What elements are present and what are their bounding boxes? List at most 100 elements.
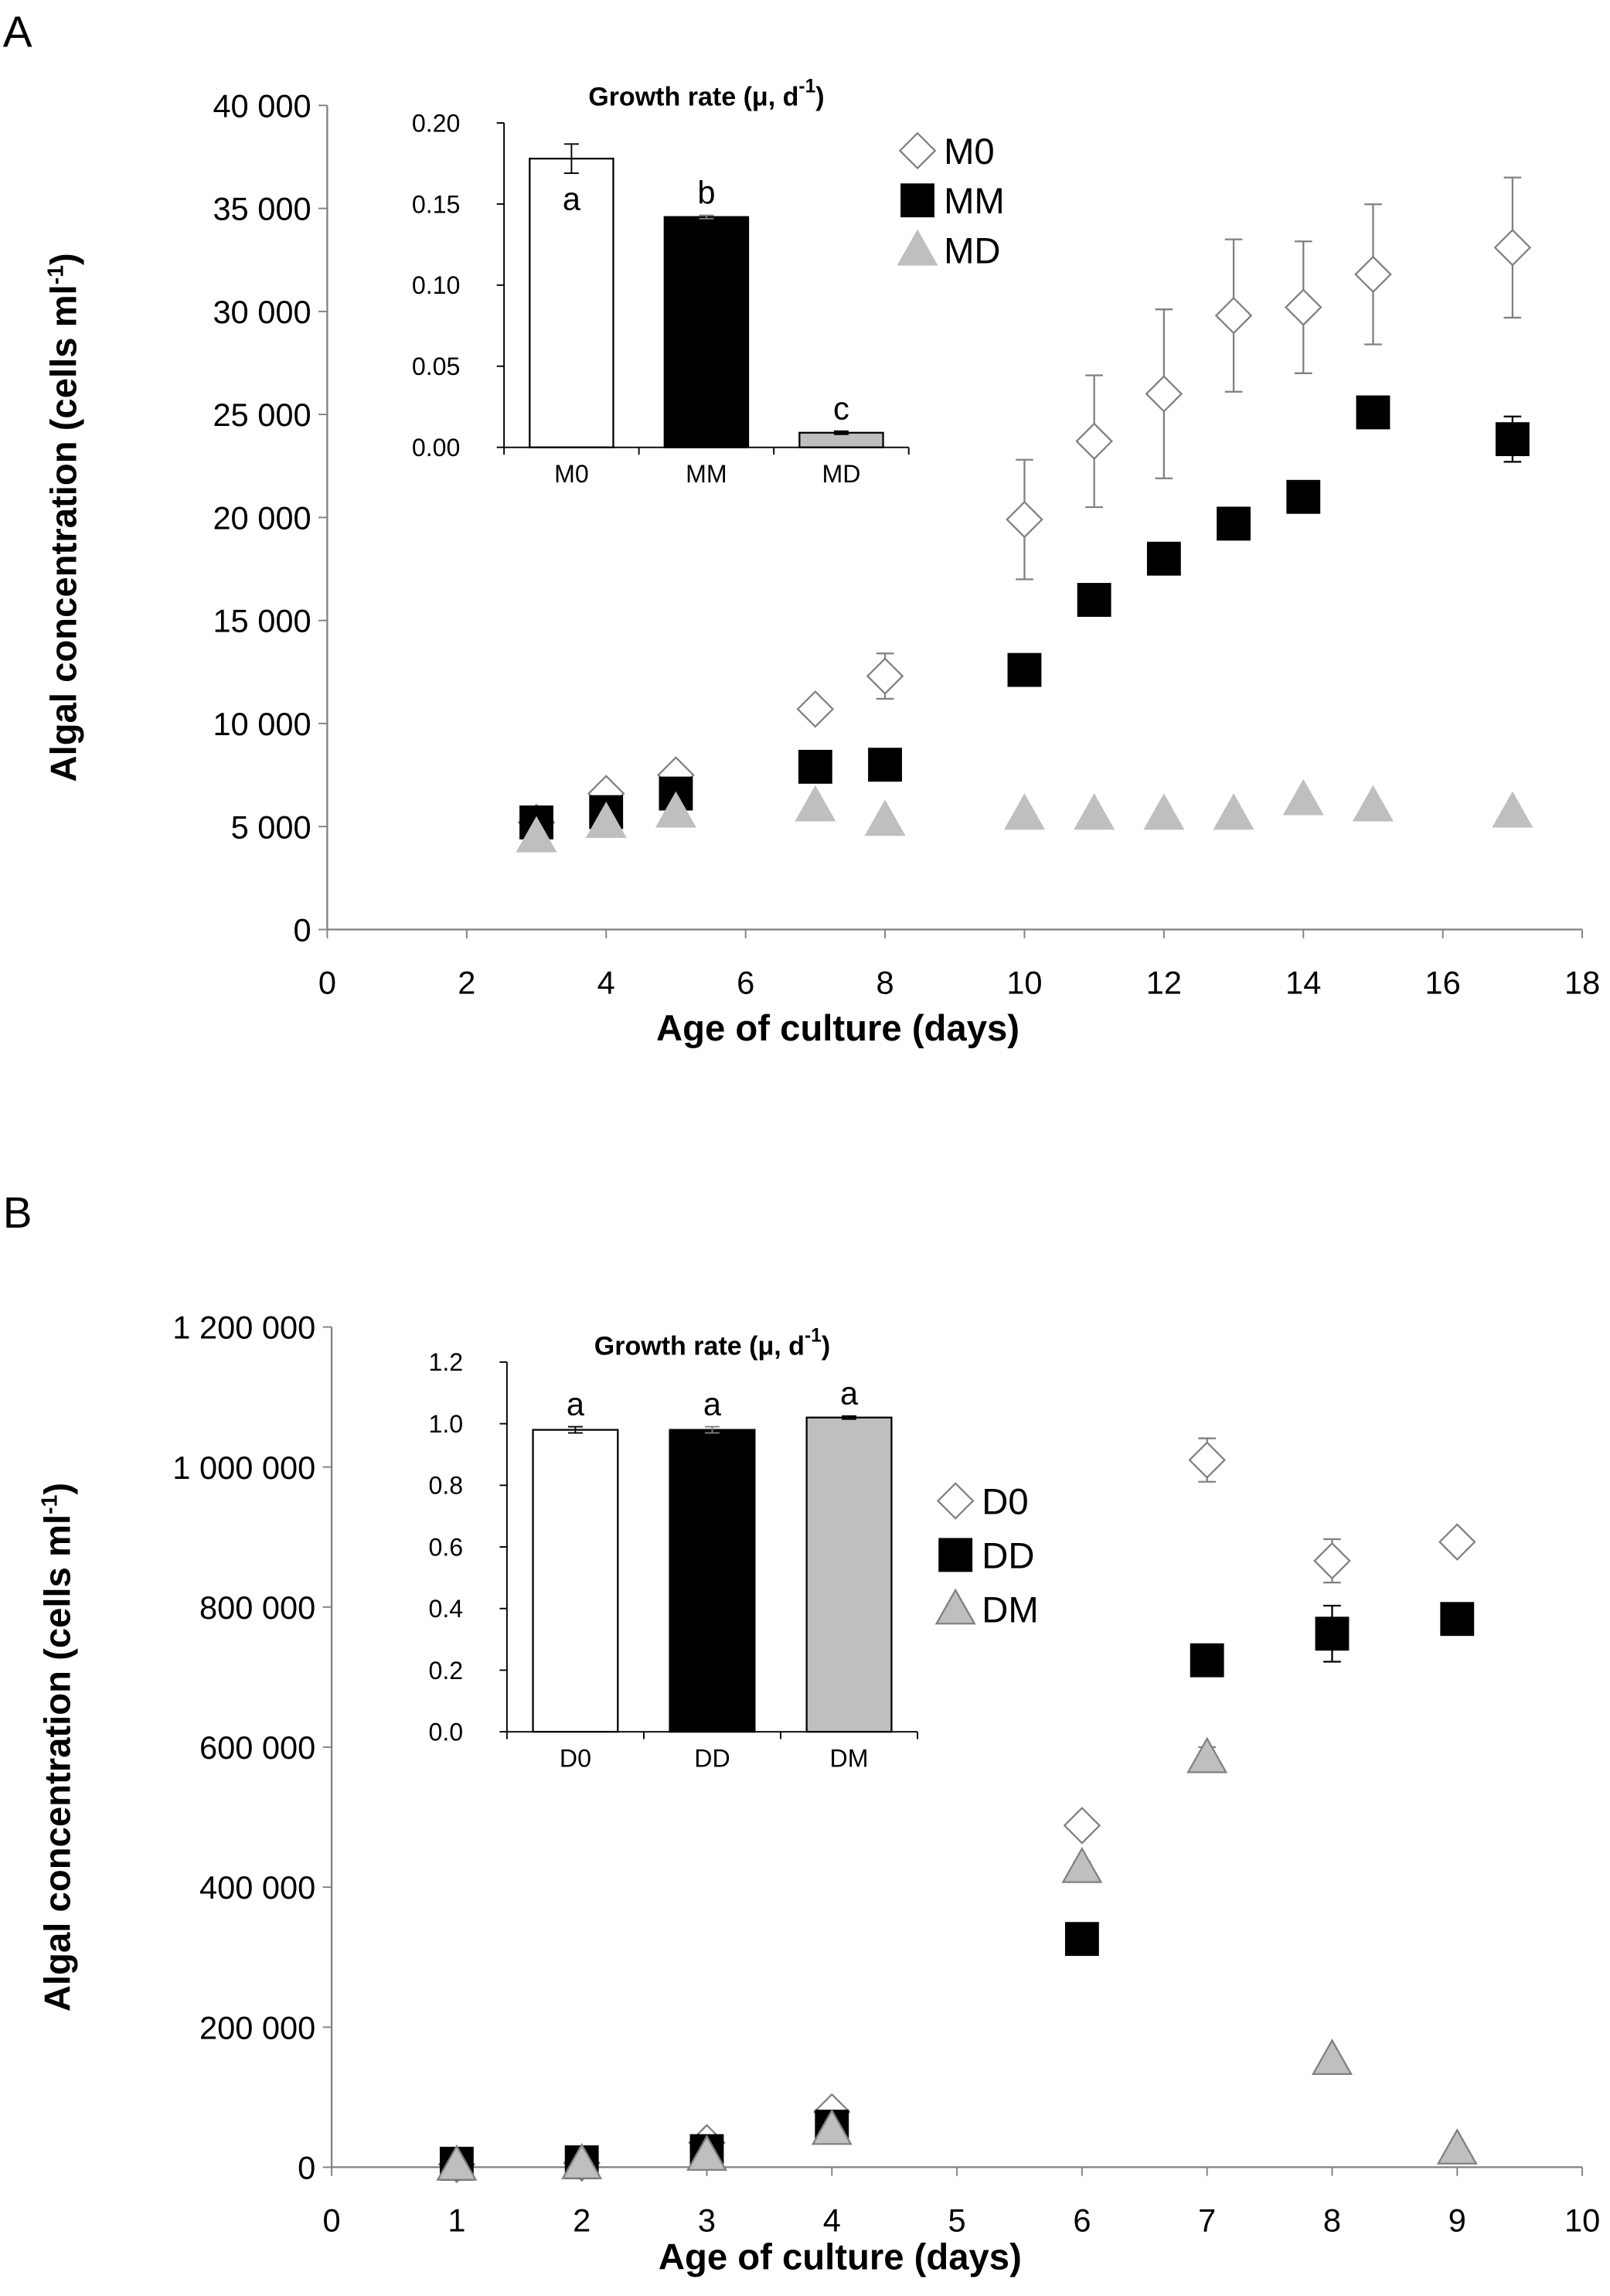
significance-letter: b bbox=[697, 174, 715, 210]
inset-y-tick-label: 0.00 bbox=[412, 434, 461, 462]
triangle-marker bbox=[1436, 2127, 1478, 2165]
x-tick-label: 4 bbox=[823, 2202, 841, 2239]
legend-marker bbox=[898, 131, 937, 170]
triangle-marker bbox=[585, 801, 627, 838]
x-tick-label: 10 bbox=[1006, 965, 1042, 1001]
x-axis-label: Age of culture (days) bbox=[656, 1008, 1019, 1049]
inset-y-tick-label: 0.4 bbox=[429, 1595, 464, 1623]
triangle-marker bbox=[811, 2108, 853, 2145]
x-tick-label: 10 bbox=[1564, 2202, 1600, 2239]
y-tick-label: 35 000 bbox=[213, 191, 311, 227]
square-marker bbox=[1315, 1616, 1350, 1651]
x-tick-label: 12 bbox=[1146, 965, 1182, 1001]
triangle-marker bbox=[1282, 778, 1324, 816]
x-tick-label: 8 bbox=[876, 965, 893, 1001]
inset-error-bar bbox=[833, 430, 849, 435]
significance-letter: a bbox=[567, 1385, 585, 1422]
panel: A 0 5 000 10 000 15 000 20 000 25 000 30 000 35 … bbox=[3, 9, 1600, 1049]
square-marker bbox=[1356, 395, 1390, 430]
y-tick-label: 600 000 bbox=[199, 1729, 315, 1766]
diamond-marker bbox=[796, 690, 835, 728]
diamond-marker bbox=[1313, 1541, 1351, 1580]
diamond-marker bbox=[1214, 296, 1253, 335]
x-tick-label: 18 bbox=[1564, 965, 1600, 1001]
triangle-marker bbox=[795, 785, 836, 822]
legend-marker bbox=[936, 1482, 975, 1520]
diamond-marker bbox=[866, 657, 904, 695]
triangle-marker bbox=[1311, 2039, 1353, 2075]
x-tick-label: 8 bbox=[1323, 2202, 1341, 2239]
inset-x-tick-label: DM bbox=[830, 1744, 869, 1772]
y-tick-label: 20 000 bbox=[213, 500, 311, 537]
inset-y-tick-label: 1.0 bbox=[429, 1410, 464, 1438]
square-marker bbox=[798, 749, 832, 784]
diamond-marker bbox=[1006, 500, 1043, 539]
y-axis-label: Algal concentration (cells ml-1) bbox=[38, 1483, 79, 2012]
y-tick-label: 5 000 bbox=[231, 809, 311, 845]
legend-marker bbox=[938, 1538, 973, 1572]
x-tick-label: 3 bbox=[698, 2202, 716, 2239]
inset-y-tick-label: 0.15 bbox=[412, 190, 461, 218]
inset-bar bbox=[532, 1429, 619, 1733]
legend-marker bbox=[900, 183, 934, 218]
x-tick-label: 2 bbox=[458, 965, 475, 1001]
inset-y-tick-label: 0.05 bbox=[412, 353, 461, 380]
triangle-marker bbox=[516, 816, 557, 853]
triangle-marker bbox=[1492, 791, 1533, 828]
x-tick-label: 9 bbox=[1448, 2202, 1466, 2239]
diamond-marker bbox=[1188, 1441, 1226, 1479]
inset-y-tick-label: 0.10 bbox=[412, 271, 461, 299]
inset-x-tick-label: MM bbox=[686, 460, 727, 488]
inset-title-sup: -1 bbox=[798, 76, 815, 97]
diamond-marker bbox=[1063, 1807, 1101, 1845]
triangle-marker bbox=[561, 2143, 603, 2179]
triangle-marker bbox=[1074, 793, 1115, 830]
inset-y-tick-label: 0.8 bbox=[429, 1472, 464, 1500]
y-tick-label: 40 000 bbox=[213, 87, 311, 124]
inset-x-tick-label: D0 bbox=[560, 1744, 591, 1772]
legend-label: DM bbox=[982, 1589, 1038, 1630]
y-tick-label: 15 000 bbox=[213, 603, 311, 639]
square-marker bbox=[1007, 652, 1042, 687]
diamond-marker bbox=[1438, 1523, 1476, 1561]
x-tick-label: 0 bbox=[318, 965, 336, 1001]
panel: B 0 200 000 400 000 600 000 800 000 1 000 000 1… bbox=[3, 1189, 1600, 2278]
panel-label: A bbox=[3, 9, 32, 57]
x-tick-label: 6 bbox=[1073, 2202, 1091, 2239]
inset-bar bbox=[669, 1429, 756, 1733]
y-tick-label: 800 000 bbox=[199, 1589, 315, 1626]
triangle-marker bbox=[1186, 1736, 1228, 1773]
y-axis-label: Algal concentration (cells ml-1) bbox=[43, 253, 84, 782]
significance-letter: a bbox=[703, 1385, 722, 1422]
inset-title-main: Growth rate (μ, d bbox=[588, 82, 798, 111]
inset-y-tick-label: 1.2 bbox=[429, 1348, 464, 1376]
y-axis-label-main: Algal concentration (cells ml bbox=[43, 284, 84, 782]
diamond-marker bbox=[1354, 255, 1392, 294]
y-axis-label-sup: -1 bbox=[43, 265, 68, 284]
x-tick-label: 2 bbox=[573, 2202, 591, 2239]
x-tick-label: 7 bbox=[1198, 2202, 1216, 2239]
square-marker bbox=[868, 748, 902, 782]
legend-label: DD bbox=[982, 1535, 1034, 1576]
inset-error-bar bbox=[567, 1426, 583, 1434]
legend-label: MD bbox=[944, 230, 1000, 271]
triangle-marker bbox=[1352, 785, 1394, 822]
x-axis-label: Age of culture (days) bbox=[659, 2237, 1022, 2278]
y-tick-label: 1 200 000 bbox=[172, 1310, 315, 1346]
legend-label: MM bbox=[944, 181, 1005, 222]
inset-title: Growth rate (μ, d-1) bbox=[594, 1325, 830, 1361]
y-axis-label-end: ) bbox=[43, 253, 84, 265]
square-marker bbox=[1217, 506, 1251, 541]
square-marker bbox=[1064, 1922, 1099, 1957]
y-tick-label: 30 000 bbox=[213, 294, 311, 330]
inset-error-bar bbox=[705, 1426, 720, 1434]
inset-title: Growth rate (μ, d-1) bbox=[588, 76, 824, 111]
square-marker bbox=[1495, 422, 1530, 457]
legend-label: M0 bbox=[944, 131, 995, 172]
diamond-marker bbox=[1145, 375, 1183, 413]
x-tick-label: 16 bbox=[1425, 965, 1461, 1001]
significance-letter: a bbox=[563, 180, 581, 216]
inset-x-tick-label: M0 bbox=[554, 460, 589, 488]
inset-title-end: ) bbox=[815, 82, 824, 111]
